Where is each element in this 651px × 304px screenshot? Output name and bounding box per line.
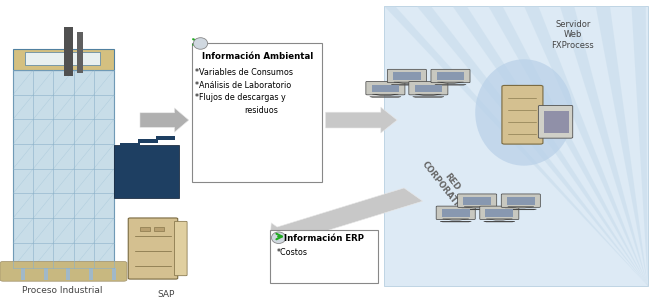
- Polygon shape: [156, 136, 175, 140]
- Polygon shape: [384, 6, 648, 286]
- FancyBboxPatch shape: [409, 81, 448, 95]
- Ellipse shape: [271, 232, 286, 244]
- Ellipse shape: [193, 38, 208, 49]
- FancyBboxPatch shape: [0, 261, 127, 281]
- Polygon shape: [437, 82, 464, 83]
- Bar: [192, 43, 322, 182]
- Polygon shape: [464, 207, 490, 208]
- Polygon shape: [596, 6, 648, 286]
- Bar: [437, 72, 464, 80]
- Text: Información Ambiental: Información Ambiental: [202, 52, 312, 61]
- Polygon shape: [384, 6, 648, 286]
- Bar: [13, 49, 114, 70]
- Bar: [66, 268, 70, 280]
- Polygon shape: [560, 6, 648, 286]
- Polygon shape: [486, 219, 512, 220]
- Polygon shape: [372, 94, 398, 95]
- Bar: [442, 209, 469, 217]
- Bar: [270, 230, 378, 283]
- FancyBboxPatch shape: [366, 81, 405, 95]
- Polygon shape: [138, 139, 158, 143]
- Text: Servidor
Web
FXProcess: Servidor Web FXProcess: [551, 20, 594, 50]
- Bar: [507, 197, 534, 205]
- Polygon shape: [120, 143, 140, 147]
- Bar: [25, 52, 100, 65]
- Text: residuos: residuos: [244, 106, 278, 115]
- Polygon shape: [631, 6, 648, 286]
- Polygon shape: [384, 6, 648, 286]
- Polygon shape: [140, 108, 189, 132]
- Polygon shape: [484, 221, 515, 222]
- FancyBboxPatch shape: [174, 221, 187, 276]
- Bar: [154, 227, 164, 231]
- FancyBboxPatch shape: [458, 194, 497, 207]
- Polygon shape: [384, 6, 648, 286]
- Bar: [13, 70, 114, 268]
- Bar: [77, 32, 83, 73]
- Polygon shape: [384, 6, 648, 286]
- Polygon shape: [505, 209, 536, 210]
- Text: RED
CORPORATIVA: RED CORPORATIVA: [420, 153, 476, 218]
- Polygon shape: [384, 6, 648, 286]
- Bar: [64, 27, 73, 76]
- FancyBboxPatch shape: [538, 105, 573, 138]
- Bar: [140, 227, 150, 231]
- Text: *Variables de Consumos: *Variables de Consumos: [195, 68, 294, 77]
- FancyBboxPatch shape: [387, 69, 426, 83]
- Polygon shape: [488, 6, 648, 286]
- Bar: [486, 209, 513, 217]
- FancyBboxPatch shape: [431, 69, 470, 83]
- Polygon shape: [384, 6, 648, 286]
- Polygon shape: [270, 188, 422, 244]
- Ellipse shape: [475, 59, 573, 166]
- Bar: [21, 268, 25, 280]
- Polygon shape: [417, 6, 648, 286]
- Bar: [44, 268, 48, 280]
- Bar: [464, 197, 491, 205]
- Polygon shape: [452, 6, 648, 286]
- Polygon shape: [440, 221, 471, 222]
- Polygon shape: [524, 6, 648, 286]
- Polygon shape: [326, 107, 397, 133]
- Polygon shape: [508, 207, 534, 208]
- Text: *Costos: *Costos: [277, 248, 308, 257]
- Polygon shape: [394, 82, 420, 83]
- FancyBboxPatch shape: [436, 206, 475, 219]
- Text: Información ERP: Información ERP: [284, 234, 363, 243]
- FancyBboxPatch shape: [501, 194, 540, 207]
- Text: SAP: SAP: [158, 289, 174, 299]
- Bar: [544, 111, 570, 133]
- Polygon shape: [114, 145, 179, 199]
- Polygon shape: [462, 209, 493, 210]
- Text: Proceso Industrial: Proceso Industrial: [22, 286, 103, 295]
- Text: *Análisis de Laboratorio: *Análisis de Laboratorio: [195, 81, 292, 90]
- FancyBboxPatch shape: [480, 206, 519, 219]
- Text: *Flujos de descargas y: *Flujos de descargas y: [195, 93, 286, 102]
- Polygon shape: [443, 219, 469, 220]
- Bar: [415, 85, 442, 92]
- FancyBboxPatch shape: [128, 218, 178, 279]
- Polygon shape: [384, 6, 648, 286]
- Bar: [89, 268, 93, 280]
- Bar: [372, 85, 399, 92]
- Polygon shape: [415, 94, 441, 95]
- FancyBboxPatch shape: [502, 85, 543, 144]
- Bar: [112, 268, 116, 280]
- Polygon shape: [384, 6, 648, 286]
- Polygon shape: [384, 6, 648, 286]
- Polygon shape: [384, 6, 648, 286]
- Bar: [393, 72, 421, 80]
